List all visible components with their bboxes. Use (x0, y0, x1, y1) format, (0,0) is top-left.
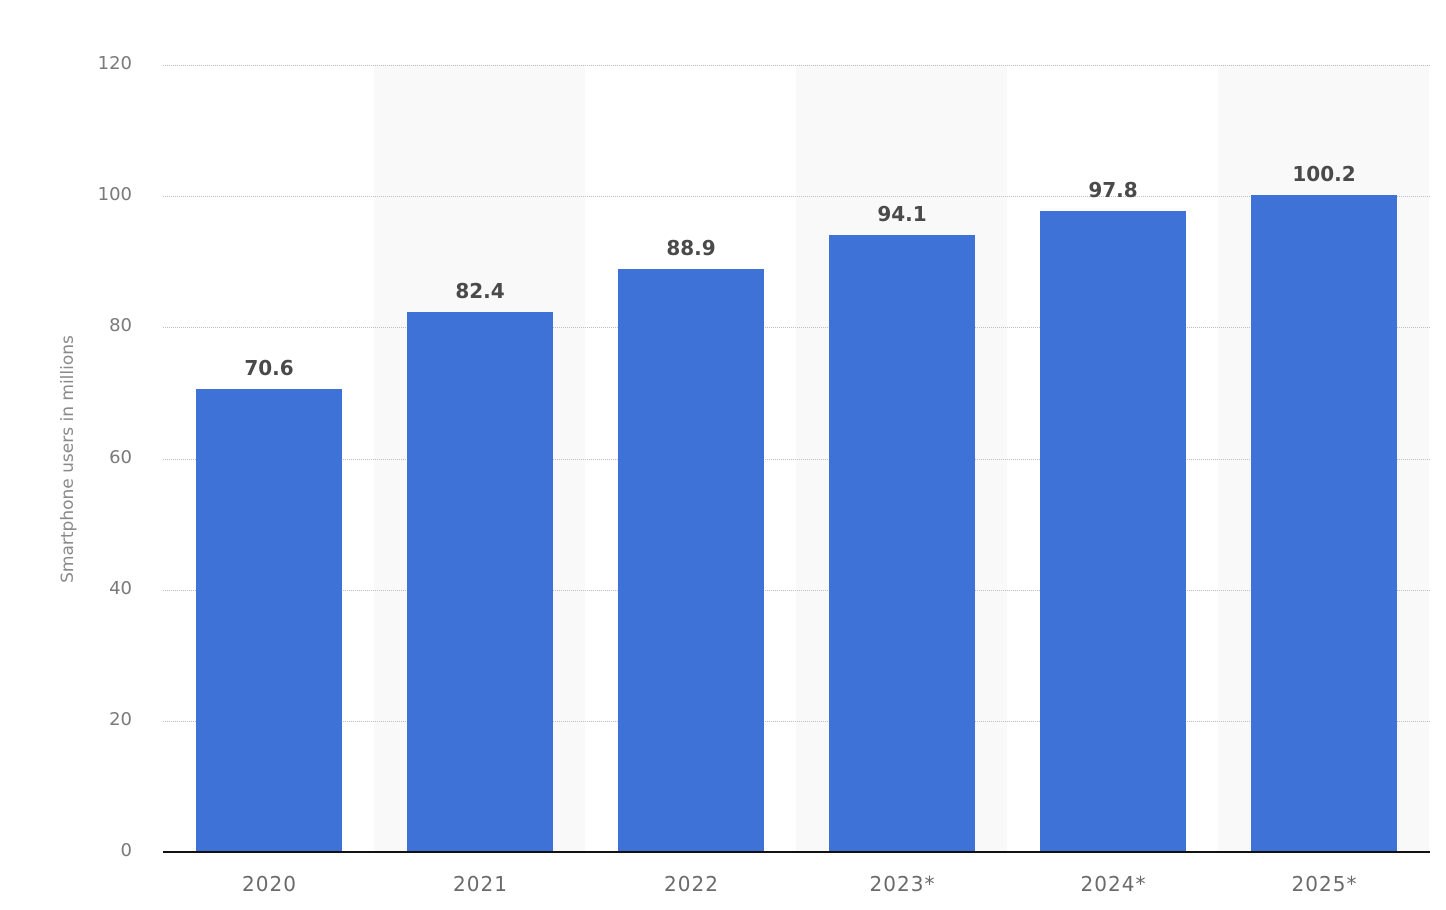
bar (196, 388, 342, 852)
gridline (163, 458, 1430, 460)
bar (1040, 210, 1186, 852)
x-tick-label: 2023* (869, 872, 936, 896)
bar (1251, 194, 1397, 852)
x-tick-label: 2025* (1291, 872, 1358, 896)
bar (407, 311, 553, 852)
value-label: 97.8 (1088, 177, 1138, 202)
gridline (163, 589, 1430, 591)
y-tick-label: 40 (109, 577, 132, 599)
y-tick-label: 0 (120, 840, 132, 861)
value-label: 100.2 (1292, 161, 1356, 186)
x-tick-label: 2022 (664, 872, 719, 896)
y-tick-label: 60 (109, 446, 132, 468)
gridline (163, 196, 1430, 198)
value-label: 94.1 (877, 201, 927, 226)
bar (618, 268, 764, 852)
x-axis-line (163, 851, 1430, 853)
gridline (163, 65, 1430, 66)
y-axis-title: Smartphone users in millions (58, 335, 78, 583)
x-tick-label: 2021 (453, 872, 508, 896)
bar (829, 234, 975, 852)
y-tick-label: 120 (97, 53, 132, 74)
x-tick-label: 2024* (1080, 872, 1147, 896)
gridline (163, 720, 1430, 722)
value-label: 70.6 (244, 355, 294, 380)
y-tick-label: 80 (109, 315, 132, 337)
y-tick-label: 100 (97, 184, 132, 206)
value-label: 88.9 (666, 235, 716, 260)
value-label: 82.4 (455, 278, 505, 303)
y-tick-label: 20 (109, 708, 132, 730)
gridline (163, 327, 1430, 329)
x-tick-label: 2020 (242, 872, 297, 896)
